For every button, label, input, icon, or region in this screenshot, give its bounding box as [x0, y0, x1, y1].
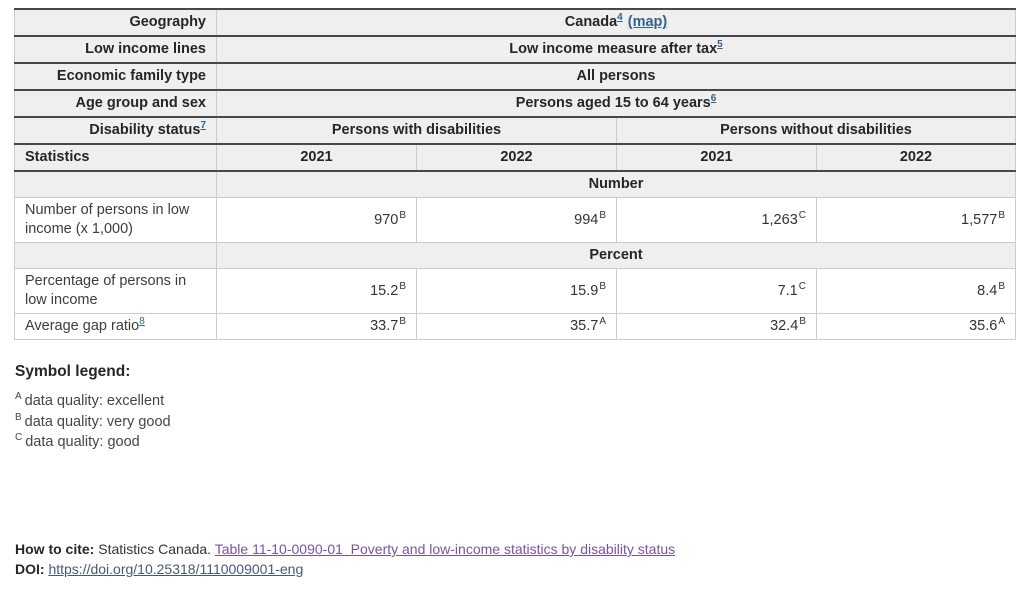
quality-flag: B: [599, 209, 606, 221]
quality-flag: B: [399, 280, 406, 292]
statistics-label: Statistics: [14, 144, 217, 172]
cell-number-2022-with: 994B: [416, 197, 617, 243]
group-with-disabilities: Persons with disabilities: [216, 117, 617, 145]
footnote-4-link[interactable]: 4: [617, 12, 623, 24]
economic-family-type-label: Economic family type: [14, 63, 217, 91]
citation-block: How to cite: Statistics Canada. Table 11…: [15, 539, 675, 579]
table-row-economic-family-type: Economic family type All persons: [14, 63, 1016, 91]
disability-status-label: Disability status7: [14, 117, 217, 145]
how-to-cite-line: How to cite: Statistics Canada. Table 11…: [15, 539, 675, 559]
quality-flag: C: [798, 209, 806, 221]
footnote-6-link[interactable]: 6: [710, 93, 717, 105]
quality-flag: B: [998, 209, 1005, 221]
cell-gap-2021-without: 32.4B: [616, 313, 817, 340]
page: Geography Canada4 (map) Low income lines …: [0, 8, 1024, 592]
citation-source: Statistics Canada.: [98, 541, 212, 557]
cell-number-2021-with: 970B: [216, 197, 417, 243]
footnote-7-link[interactable]: 7: [200, 120, 206, 132]
table-row-age-group: Age group and sex Persons aged 15 to 64 …: [14, 90, 1016, 118]
quality-flag: B: [599, 280, 606, 292]
doi-line: DOI: https://doi.org/10.25318/1110009001…: [15, 559, 675, 579]
cell-gap-2022-without: 35.6A: [816, 313, 1016, 340]
section-number-header: Number: [216, 171, 1016, 198]
cell-gap-2022-with: 35.7A: [416, 313, 617, 340]
table-title-link[interactable]: Table 11-10-0090-01 Poverty and low-inco…: [214, 541, 676, 557]
year-header-2021-without: 2021: [616, 144, 817, 172]
age-group-label: Age group and sex: [14, 90, 217, 118]
low-income-lines-value: Low income measure after tax5: [216, 36, 1016, 64]
quality-flag: B: [799, 316, 806, 328]
table-row-average-gap-ratio: Average gap ratio8 33.7B 35.7A 32.4B 35.…: [14, 313, 1016, 340]
quality-flag: B: [998, 280, 1005, 292]
number-of-persons-label: Number of persons in low income (x 1,000…: [14, 197, 217, 243]
statcan-data-table: Geography Canada4 (map) Low income lines …: [14, 8, 1016, 340]
cell-percent-2022-with: 15.9B: [416, 268, 617, 314]
quality-flag: A: [998, 316, 1005, 328]
symbol-legend-title: Symbol legend:: [15, 363, 131, 380]
how-to-cite-label: How to cite:: [15, 541, 95, 557]
cell-number-2022-without: 1,577B: [816, 197, 1016, 243]
cell-percent-2021-with: 15.2B: [216, 268, 417, 314]
legend-flag-b: B: [15, 411, 22, 423]
year-header-2022-without: 2022: [816, 144, 1016, 172]
footnote-8-link[interactable]: 8: [139, 316, 145, 328]
table-row-statistics-years: Statistics 2021 2022 2021 2022: [14, 144, 1016, 172]
section-number-spacer: [14, 171, 217, 198]
section-row-number: Number: [14, 171, 1016, 198]
geography-label: Geography: [14, 9, 217, 37]
economic-family-type-value: All persons: [216, 63, 1016, 91]
cell-percent-2021-without: 7.1C: [616, 268, 817, 314]
year-header-2021-with: 2021: [216, 144, 417, 172]
cell-number-2021-without: 1,263C: [616, 197, 817, 243]
section-percent-spacer: [14, 242, 217, 269]
low-income-lines-label: Low income lines: [14, 36, 217, 64]
quality-flag: C: [798, 280, 806, 292]
cell-gap-2021-with: 33.7B: [216, 313, 417, 340]
year-header-2022-with: 2022: [416, 144, 617, 172]
cell-percent-2022-without: 8.4B: [816, 268, 1016, 314]
group-without-disabilities: Persons without disabilities: [616, 117, 1016, 145]
age-group-value: Persons aged 15 to 64 years6: [216, 90, 1016, 118]
legend-flag-a: A: [15, 391, 22, 403]
map-link[interactable]: (map): [627, 14, 668, 30]
table-row-disability-status: Disability status7 Persons with disabili…: [14, 117, 1016, 145]
section-row-percent: Percent: [14, 242, 1016, 269]
footnote-5-link[interactable]: 5: [717, 39, 723, 51]
section-percent-header: Percent: [216, 242, 1016, 269]
doi-link[interactable]: https://doi.org/10.25318/1110009001-eng: [48, 561, 304, 577]
average-gap-ratio-label: Average gap ratio8: [14, 313, 217, 340]
geography-value: Canada4 (map): [216, 9, 1016, 37]
table-row-low-income-lines: Low income lines Low income measure afte…: [14, 36, 1016, 64]
quality-flag: B: [399, 209, 406, 221]
table-row-geography: Geography Canada4 (map): [14, 9, 1016, 37]
table-row-percentage-of-persons: Percentage of persons in low income 15.2…: [14, 268, 1016, 314]
percentage-of-persons-label: Percentage of persons in low income: [14, 268, 217, 314]
table-row-number-of-persons: Number of persons in low income (x 1,000…: [14, 197, 1016, 243]
quality-flag: B: [399, 316, 406, 328]
legend-flag-c: C: [15, 432, 23, 444]
quality-flag: A: [599, 316, 606, 328]
doi-label: DOI:: [15, 561, 45, 577]
